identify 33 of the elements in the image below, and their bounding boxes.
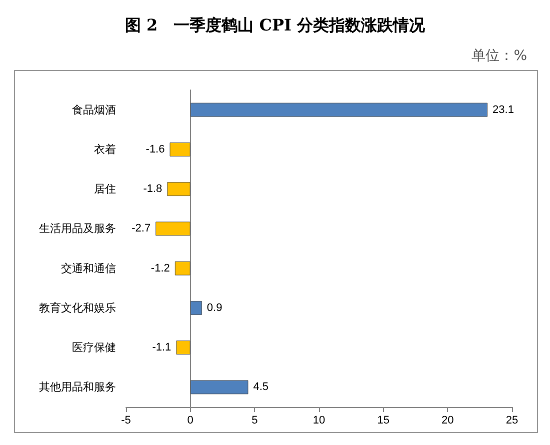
x-tick-label: 0 [187,414,194,426]
bar [174,261,190,276]
data-label: 0.9 [206,302,222,314]
y-tick-label: 其他用品和服务 [39,380,116,394]
x-tick-label: 10 [312,414,326,426]
bar [190,102,488,117]
bar [167,182,190,196]
bar [190,380,248,394]
x-tick-label: -5 [121,414,131,426]
bar [156,222,190,236]
x-tick-label: 20 [442,414,454,426]
bar [170,142,190,156]
x-tick-label: 25 [506,414,518,426]
data-label: 23.1 [492,104,514,116]
data-label: 4.5 [253,381,269,394]
y-tick-label: 交通和通信 [61,262,116,275]
chart-subtitle: 单位：% [472,48,528,64]
x-tick-label: 5 [252,414,258,426]
y-tick-label: 生活用品及服务 [39,222,116,236]
data-label: -2.7 [132,222,151,235]
x-tick-label: 15 [377,414,390,426]
bar [176,340,190,355]
y-tick-label: 教育文化和娱乐 [39,301,116,314]
data-label: -1.6 [146,143,165,156]
chart-title: 图 2 一季度鹤山 CPI 分类指数涨跌情况 [124,16,426,34]
y-tick-label: 衣着 [94,142,116,156]
data-label: -1.1 [152,342,172,354]
bar [190,300,202,315]
y-tick-label: 居住 [94,182,116,196]
y-tick-label: 食品烟酒 [72,103,116,116]
data-label: -1.8 [143,183,162,196]
data-label: -1.2 [150,262,170,274]
y-tick-label: 医疗保健 [72,341,116,354]
